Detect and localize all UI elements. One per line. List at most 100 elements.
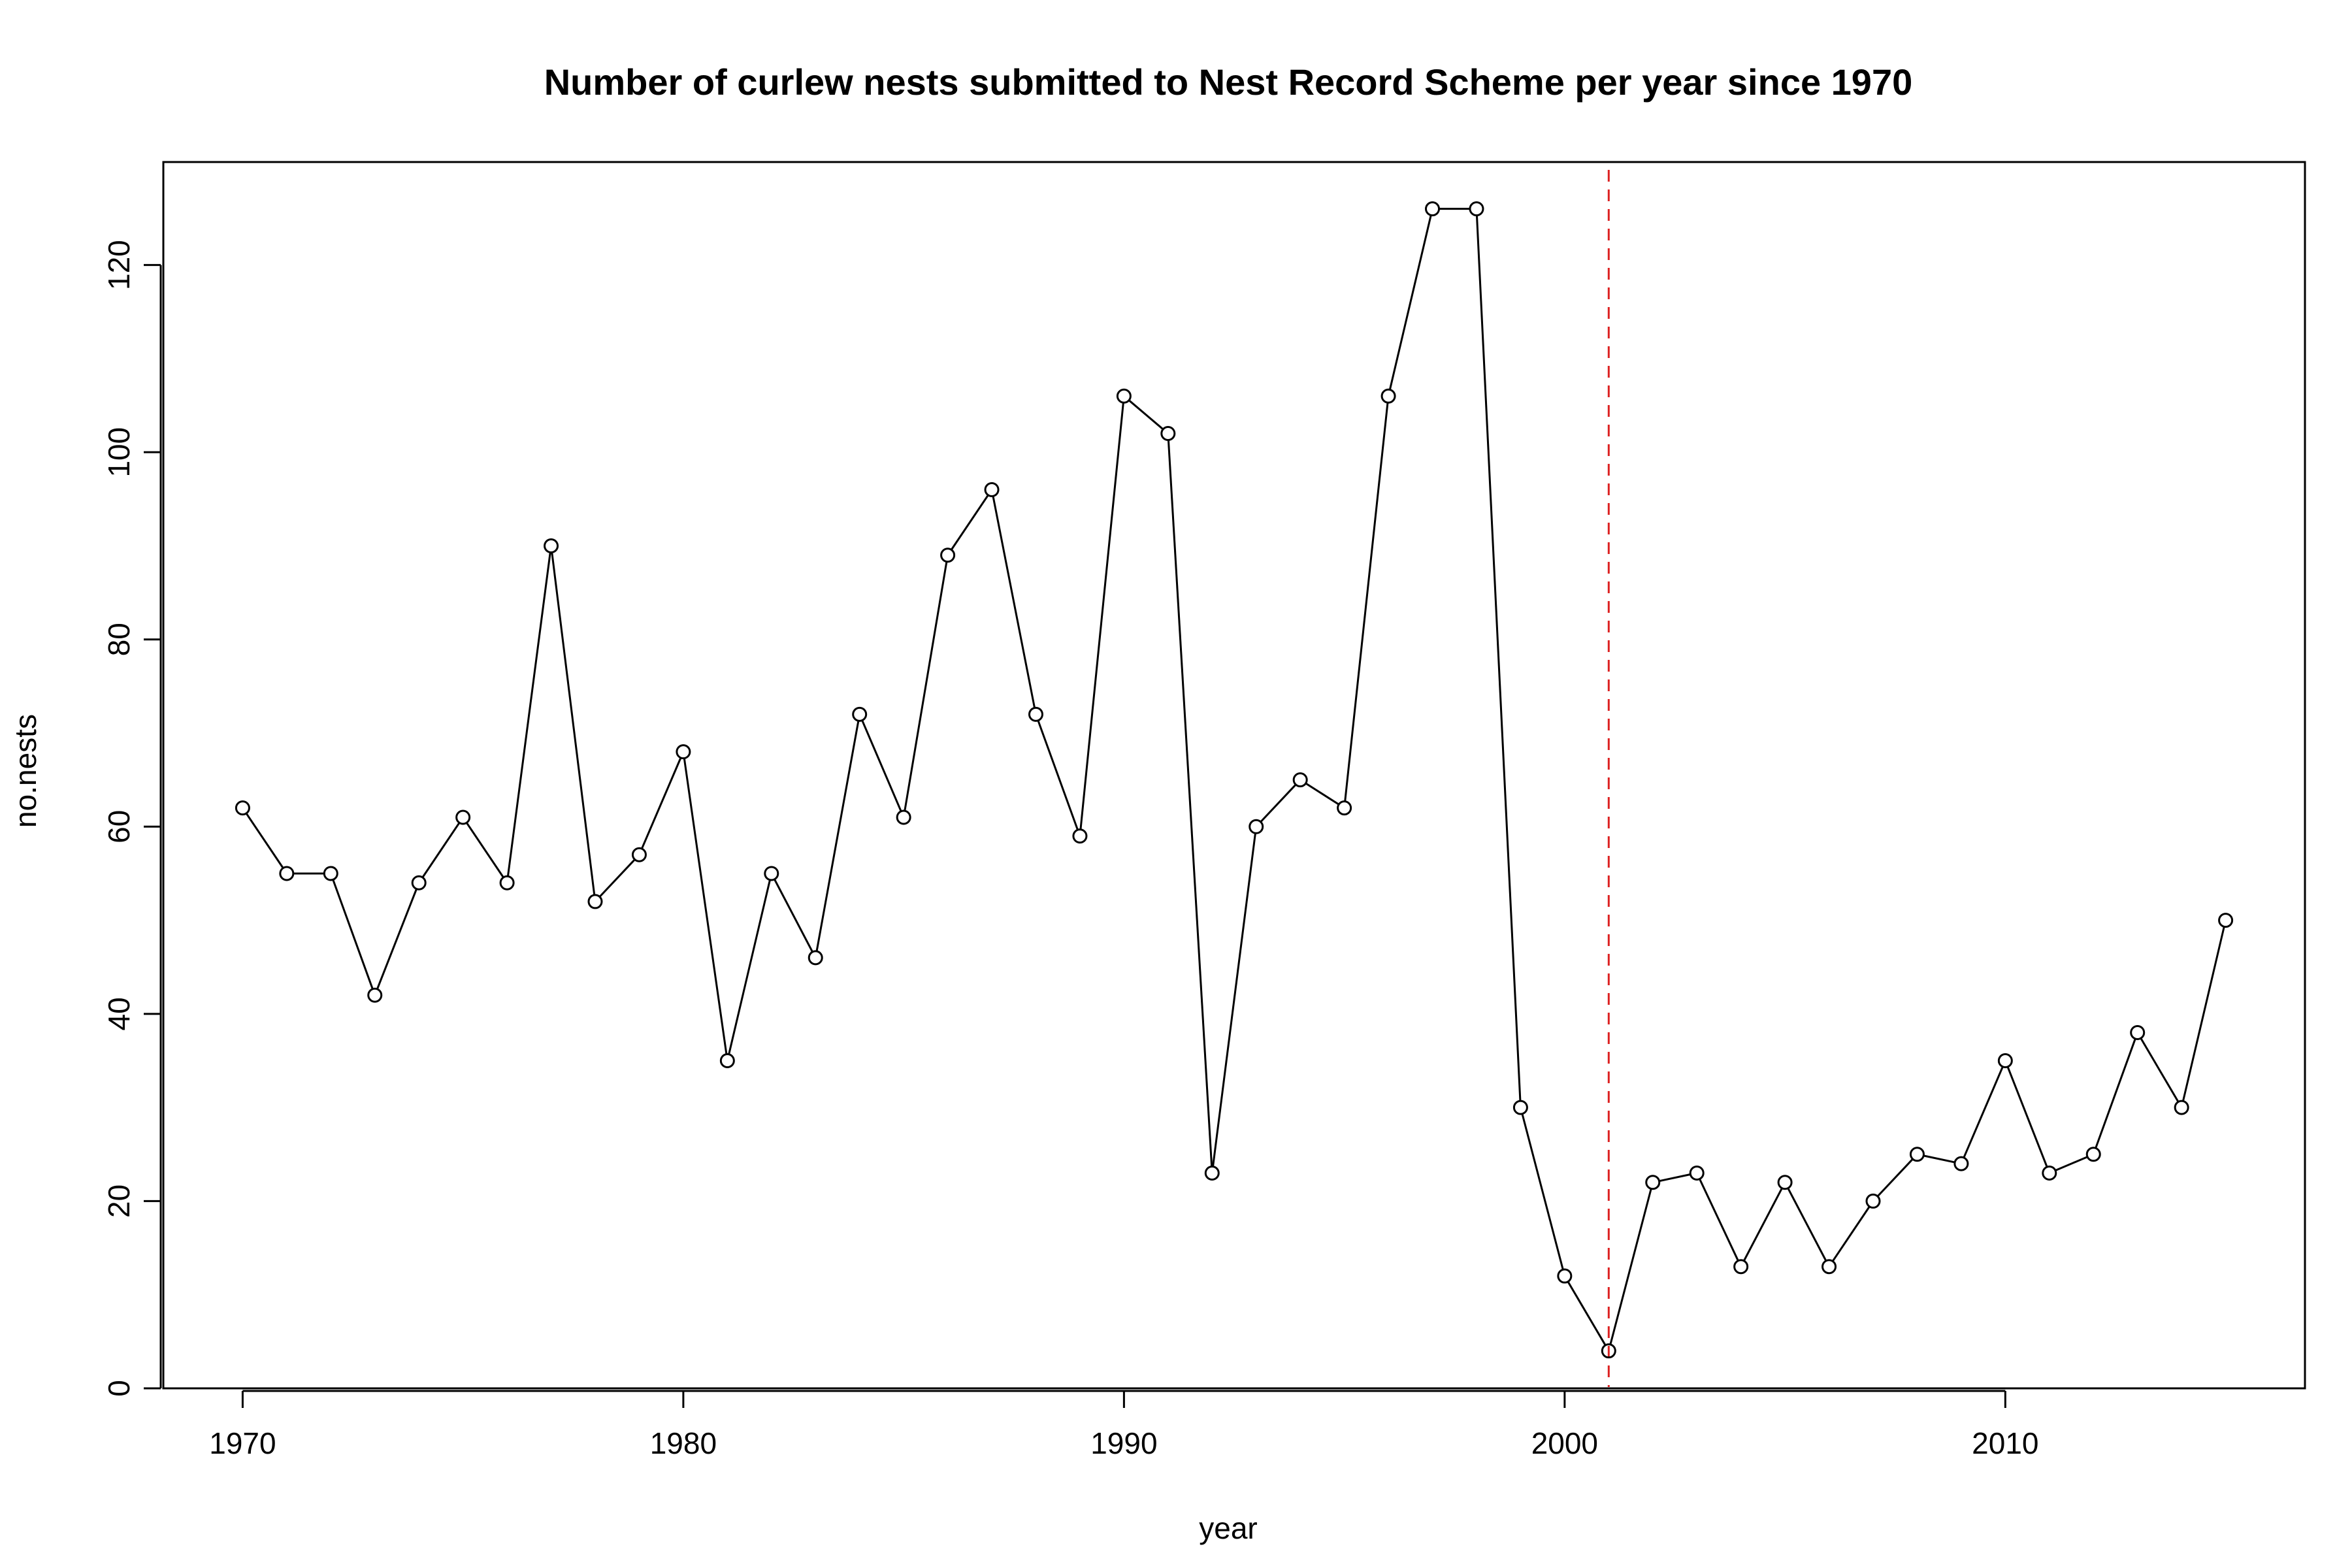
series-segment-2006 bbox=[1831, 1205, 1870, 1262]
data-point-1997 bbox=[1425, 201, 1441, 217]
data-point-1978 bbox=[587, 894, 603, 909]
data-point-2006 bbox=[1821, 1259, 1837, 1275]
series-segment-2001 bbox=[1609, 1188, 1652, 1345]
series-segment-2009 bbox=[1963, 1066, 2004, 1158]
data-point-1982 bbox=[764, 866, 779, 881]
series-segment-1982 bbox=[774, 879, 813, 953]
series-segment-2010 bbox=[2006, 1066, 2048, 1168]
data-point-1971 bbox=[279, 866, 295, 881]
series-segment-1994 bbox=[1305, 782, 1339, 806]
data-point-2009 bbox=[1953, 1156, 1969, 1171]
series-segment-1980 bbox=[683, 758, 728, 1054]
data-point-2003 bbox=[1689, 1165, 1705, 1181]
x-tick-label-2000: 2000 bbox=[1531, 1426, 1598, 1460]
data-point-1983 bbox=[808, 950, 823, 966]
series-segment-2007 bbox=[1876, 1158, 1914, 1198]
series-segment-1996 bbox=[1388, 215, 1432, 390]
y-tick-label-40: 40 bbox=[102, 997, 136, 1030]
data-point-2011 bbox=[2042, 1165, 2057, 1181]
data-point-2008 bbox=[1909, 1147, 1925, 1162]
series-segment-1977 bbox=[551, 552, 596, 896]
data-point-1974 bbox=[411, 875, 427, 890]
series-segment-2005 bbox=[1787, 1187, 1827, 1262]
series-segment-1970 bbox=[245, 813, 284, 869]
data-point-1987 bbox=[984, 482, 1000, 497]
series-segment-1981 bbox=[728, 879, 771, 1055]
series-segment-1995 bbox=[1344, 402, 1389, 802]
plot-frame bbox=[162, 161, 2306, 1390]
y-tick-label-100: 100 bbox=[102, 427, 136, 478]
series-segment-2012 bbox=[2095, 1038, 2136, 1149]
chart-title: Number of curlew nests submitted to Nest… bbox=[544, 61, 1913, 103]
series-segment-1993 bbox=[1260, 783, 1297, 823]
series-segment-2004 bbox=[1742, 1187, 1783, 1262]
x-tick-label-1990: 1990 bbox=[1090, 1426, 1157, 1460]
data-point-1980 bbox=[676, 744, 691, 760]
series-segment-1984 bbox=[861, 719, 902, 812]
data-point-2000 bbox=[1557, 1268, 1573, 1284]
y-axis-label: no.nests bbox=[8, 714, 42, 828]
series-segment-2002 bbox=[1659, 1173, 1691, 1183]
series-segment-1975 bbox=[465, 822, 504, 878]
data-point-1970 bbox=[235, 800, 250, 816]
y-tick-label-60: 60 bbox=[102, 810, 136, 843]
data-point-2005 bbox=[1777, 1175, 1793, 1190]
data-point-1976 bbox=[499, 875, 515, 890]
series-segment-1976 bbox=[506, 552, 551, 877]
series-segment-1986 bbox=[950, 494, 989, 551]
data-point-1986 bbox=[940, 547, 956, 563]
data-point-2002 bbox=[1645, 1175, 1661, 1190]
series-segment-1991 bbox=[1167, 440, 1213, 1167]
plot-area: 1970 1980 1990 2000 2010 0 20 40 60 80 100 120 bbox=[102, 161, 2306, 1460]
series-segment-2000 bbox=[1567, 1281, 1607, 1346]
data-point-1979 bbox=[631, 847, 647, 862]
data-point-1977 bbox=[544, 538, 559, 553]
data-point-1998 bbox=[1469, 201, 1484, 217]
series-segment-1972 bbox=[332, 879, 374, 990]
x-tick-label-1970: 1970 bbox=[209, 1426, 276, 1460]
series-segment-2008 bbox=[1923, 1154, 1955, 1164]
series-segment-1992 bbox=[1212, 833, 1256, 1167]
series-segment-1978 bbox=[598, 858, 636, 898]
series-segment-1989 bbox=[1079, 402, 1124, 830]
data-point-1972 bbox=[323, 866, 338, 881]
series-segment-1974 bbox=[421, 822, 461, 878]
series-segment-2014 bbox=[2181, 926, 2225, 1102]
data-point-1975 bbox=[455, 809, 471, 825]
data-point-1991 bbox=[1160, 426, 1176, 442]
series-segment-1983 bbox=[815, 720, 860, 952]
data-point-1999 bbox=[1512, 1100, 1528, 1115]
x-axis-label: year bbox=[1199, 1511, 1257, 1545]
data-point-1981 bbox=[719, 1053, 735, 1069]
series-segment-1985 bbox=[904, 561, 948, 811]
series-segment-1988 bbox=[1037, 720, 1079, 830]
data-point-1973 bbox=[367, 987, 383, 1003]
data-point-1988 bbox=[1028, 706, 1043, 722]
series-segment-2003 bbox=[1699, 1178, 1739, 1262]
series-segment-2011 bbox=[2055, 1156, 2088, 1171]
series-segment-1979 bbox=[640, 757, 682, 849]
data-point-1996 bbox=[1380, 388, 1396, 404]
y-tick-label-80: 80 bbox=[102, 623, 136, 656]
y-tick-label-20: 20 bbox=[102, 1184, 136, 1218]
data-point-2013 bbox=[2130, 1025, 2146, 1041]
data-point-1992 bbox=[1204, 1165, 1220, 1181]
series-segment-1973 bbox=[376, 889, 417, 990]
data-point-1994 bbox=[1292, 772, 1308, 788]
series-segment-2013 bbox=[2140, 1037, 2180, 1103]
data-point-1990 bbox=[1116, 388, 1132, 404]
data-point-2010 bbox=[1997, 1053, 2013, 1069]
data-point-1984 bbox=[852, 706, 868, 722]
data-point-1993 bbox=[1249, 819, 1264, 834]
series-segment-1990 bbox=[1128, 399, 1164, 431]
data-point-2014 bbox=[2174, 1100, 2189, 1115]
data-point-2004 bbox=[1733, 1259, 1749, 1275]
data-point-2007 bbox=[1865, 1193, 1881, 1209]
series-segment-1987 bbox=[992, 496, 1036, 708]
series-segment-1998 bbox=[1475, 215, 1522, 1102]
x-tick-label-1980: 1980 bbox=[650, 1426, 717, 1460]
data-point-1985 bbox=[896, 809, 911, 825]
data-point-1989 bbox=[1072, 828, 1088, 844]
y-tick-label-120: 120 bbox=[102, 240, 136, 290]
